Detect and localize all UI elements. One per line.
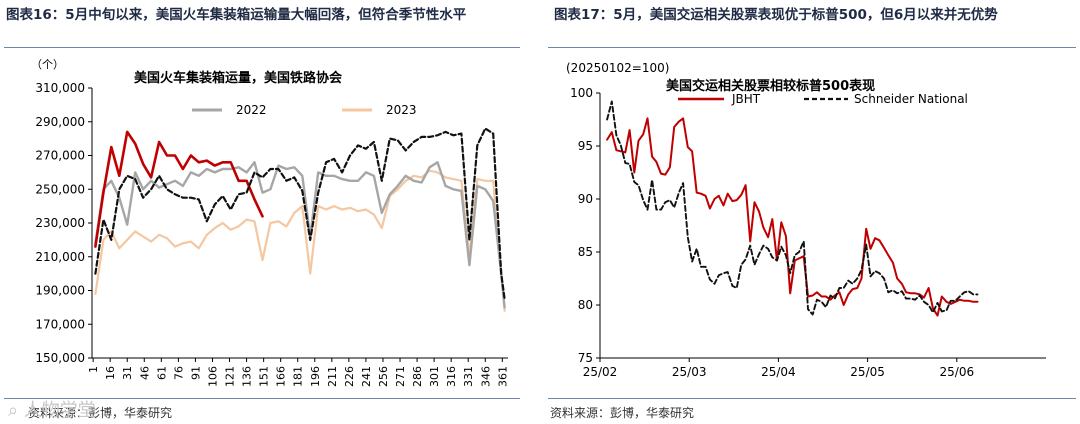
x-tick-label: 226 [343,366,356,387]
figure-16-label: 图表16： [6,7,66,23]
x-tick-label: 16 [104,366,117,380]
figure-17-heading: 5月，美国交运相关股票表现优于标普500，但6月以来并无优势 [613,7,998,23]
y-tick-label: 270,000 [35,149,85,163]
x-tick-label: 76 [172,366,185,380]
x-tick-label: 301 [428,366,441,387]
y-tick-label: 310,000 [35,81,85,95]
x-tick-label: 121 [224,366,237,387]
y-tick-label: 250,000 [35,182,85,196]
series-line-2023 [94,169,506,312]
y-tick-label: 90 [578,192,593,206]
x-tick-label: 151 [258,366,271,387]
x-tick-label: 61 [155,366,168,380]
x-tick-label: 271 [394,366,407,387]
figure-17-title: 图表17：5月，美国交运相关股票表现优于标普500，但6月以来并无优势 [554,4,1074,26]
x-tick-label: 241 [360,366,373,387]
chart-legend: 2022 2023 [192,103,417,117]
figure-16-bottom-rule [4,398,520,399]
x-tick-label: 331 [462,366,475,387]
x-tick-label: 346 [479,366,492,387]
relative-performance-chart: (20250102=100) 美国交运相关股票相较标普500表现 75 80 85 9… [566,61,1046,379]
figure-17-bottom-rule [548,398,1076,399]
figure-16-source: 资料来源：彭博，华泰研究 [28,406,173,420]
legend-jbht-label: JBHT [731,92,761,106]
figure-17-label: 图表17： [554,7,614,23]
x-tick-label: 25/03 [672,365,707,379]
chart-title: 美国交运相关股票相较标普500表现 [666,78,875,94]
chart-title: 美国火车集装箱运量，美国铁路协会 [134,70,343,86]
series-line-2021 [94,127,506,300]
x-tick-label: 286 [411,366,424,387]
series-line-schneider-national [606,100,979,316]
x-tick-label: 181 [292,366,305,387]
y-tick-label: 190,000 [35,284,85,298]
series-line-jbht [606,117,979,317]
x-tick-label: 256 [377,366,390,387]
x-tick-label: 91 [189,366,202,380]
legend-2023-label: 2023 [386,103,417,117]
y-tick-label: 150,000 [35,351,85,365]
x-tick-label: 136 [241,366,254,387]
figure-16-heading: 5月中旬以来，美国火车集装箱运输量大幅回落，但符合季节性水平 [65,7,467,23]
x-tick-label: 25/02 [583,365,618,379]
x-tick-label: 25/05 [850,365,885,379]
y-tick-label: 95 [578,139,593,153]
y-tick-label: 80 [578,298,593,312]
series-line-2024 [94,130,264,248]
y-tick-label: 75 [578,351,593,365]
x-tick-label: 25/06 [940,365,975,379]
x-tick-label: 106 [206,366,219,387]
y-tick-label: 210,000 [35,250,85,264]
x-tick-label: 166 [275,366,288,387]
series-line-2022 [94,161,506,309]
x-tick-label: 361 [496,366,509,387]
y-axis-unit: (20250102=100) [566,61,669,75]
y-tick-label: 230,000 [35,216,85,230]
x-tick-label: 46 [138,366,151,380]
x-tick-label: 25/04 [761,365,796,379]
figure-17-source: 资料来源：彭博，华泰研究 [550,406,695,420]
y-tick-label: 290,000 [35,115,85,129]
figure-16: 图表16：5月中旬以来，美国火车集装箱运输量大幅回落，但符合季节性水平 （个） … [0,0,524,424]
figure-16-title: 图表16：5月中旬以来，美国火车集装箱运输量大幅回落，但符合季节性水平 [6,4,518,26]
figure-17-top-rule [548,47,1076,48]
x-tick-label: 196 [309,366,322,387]
x-tick-label: 1 [87,366,100,373]
y-axis-unit: （个） [31,58,64,71]
legend-schneider-label: Schneider National [854,92,968,106]
chart-legend: JBHT Schneider National [678,92,968,106]
figure-17: 图表17：5月，美国交运相关股票表现优于标普500，但6月以来并无优势 (202… [548,0,1080,424]
legend-2022-label: 2022 [236,103,267,117]
y-tick-label: 170,000 [35,317,85,331]
y-tick-label: 100 [570,86,593,100]
container-volume-chart: （个） 美国火车集装箱运量，美国铁路协会 150,000 170,000 190,0… [31,58,509,387]
figure-16-top-rule [4,47,520,48]
x-tick-label: 31 [121,366,134,380]
y-tick-label: 85 [578,245,593,259]
x-tick-label: 316 [445,366,458,387]
x-tick-label: 211 [326,366,339,387]
watermark: ⌕ 人物学堂 [8,400,96,421]
